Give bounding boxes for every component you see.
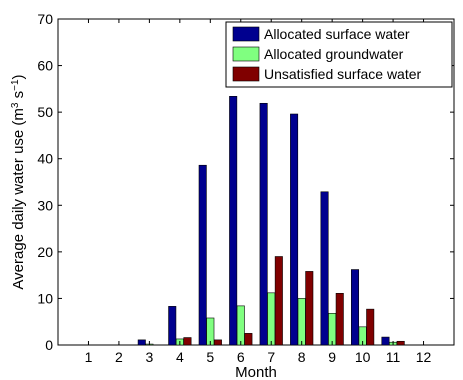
bar-3-8 <box>305 271 314 346</box>
bar-1-10 <box>351 269 360 346</box>
bar-3-9 <box>335 293 344 346</box>
bar-3-4 <box>183 337 192 346</box>
bar-2-6 <box>236 305 245 346</box>
y-tick-label: 20 <box>37 244 53 260</box>
bar-3-5 <box>213 339 222 346</box>
bar-2-5 <box>206 317 215 346</box>
y-tick-label: 50 <box>37 104 53 120</box>
legend-swatch <box>232 66 260 82</box>
y-axis: 0 10 20 30 40 50 60 70 <box>37 11 454 353</box>
x-tick-label: 5 <box>206 349 214 365</box>
x-tick-label: 4 <box>176 349 184 365</box>
y-tick-label: 40 <box>37 151 53 167</box>
y-tick-label: 60 <box>37 58 53 74</box>
bar-1-5 <box>198 164 207 346</box>
y-axis-title-main: Average daily water use (m <box>10 108 27 289</box>
bar-3-11 <box>396 340 405 346</box>
legend-swatch <box>232 46 260 62</box>
y-tick-label: 70 <box>37 11 53 27</box>
bar-1-3 <box>137 339 146 346</box>
legend-swatch <box>232 26 260 42</box>
series-3 <box>183 256 405 346</box>
x-tick-label: 1 <box>85 349 93 365</box>
bar-1-11 <box>381 336 390 346</box>
bar-1-8 <box>290 113 299 346</box>
bar-1-9 <box>320 191 329 346</box>
legend-label: Unsatisfied surface water <box>264 66 422 82</box>
y-tick-label: 0 <box>45 337 53 353</box>
x-axis: 1 2 3 4 5 6 7 8 9 10 11 12 <box>85 19 432 365</box>
bar-3-6 <box>244 333 253 346</box>
legend-box <box>225 21 453 88</box>
y-tick-label: 10 <box>37 290 53 306</box>
bar-2-7 <box>267 292 276 346</box>
bar-1-6 <box>229 96 238 346</box>
y-axis-title-end: ) <box>10 74 27 79</box>
legend-label: Allocated groundwater <box>264 46 404 62</box>
series-1 <box>137 96 390 346</box>
x-tick-label: 8 <box>298 349 306 365</box>
bar-1-4 <box>168 306 177 346</box>
y-axis-title-sup2: −1 <box>10 79 21 91</box>
x-tick-label: 2 <box>115 349 123 365</box>
bar-3-7 <box>274 256 283 346</box>
y-axis-title: Average daily water use (m3 s−1) <box>10 74 28 289</box>
bar-3-10 <box>366 308 375 346</box>
bar-1-7 <box>259 102 268 346</box>
y-tick-label: 30 <box>37 197 53 213</box>
legend-label: Allocated surface water <box>264 26 410 42</box>
x-tick-label: 6 <box>237 349 245 365</box>
y-axis-title-sup1: 3 <box>10 102 21 108</box>
x-tick-label: 7 <box>267 349 275 365</box>
x-tick-label: 12 <box>416 349 432 365</box>
y-axis-title-mid: s <box>10 91 27 103</box>
bars-group <box>137 96 405 346</box>
legend: Allocated surface water Allocated groundw… <box>225 21 453 88</box>
x-tick-label: 10 <box>355 349 371 365</box>
x-tick-label: 3 <box>145 349 153 365</box>
x-tick-label: 11 <box>386 349 401 365</box>
bar-2-8 <box>297 298 306 346</box>
bar-2-9 <box>328 313 337 346</box>
x-axis-title: Month <box>235 364 277 380</box>
x-tick-label: 9 <box>328 349 336 365</box>
